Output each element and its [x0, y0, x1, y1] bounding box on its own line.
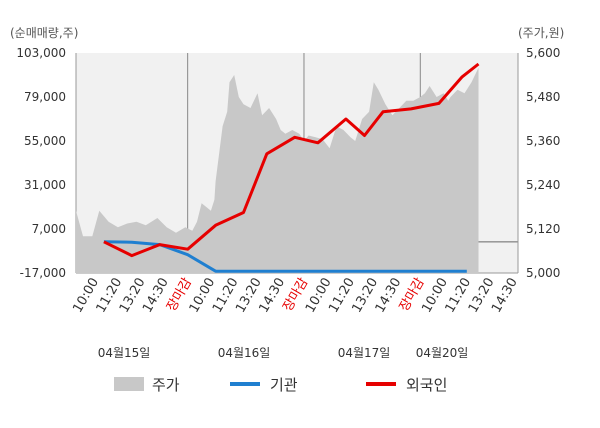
left-tick-label: 55,000: [24, 134, 66, 148]
date-label: 04월20일: [416, 346, 469, 360]
right-tick-label: 5,600: [526, 46, 560, 60]
legend-swatch-foreign: [366, 382, 396, 386]
right-axis-unit: (주가,원): [518, 26, 564, 40]
left-tick-label: -17,000: [20, 266, 66, 280]
legend-swatch-institution: [230, 382, 260, 386]
legend-swatch-price: [114, 377, 144, 391]
right-tick-label: 5,120: [526, 222, 560, 236]
right-tick-label: 5,480: [526, 90, 560, 104]
series-line-institution: [103, 240, 467, 273]
left-tick-label: 7,000: [32, 222, 66, 236]
date-label: 04월16일: [218, 346, 271, 360]
x-axis: 10:0011:2013:2014:30장마감10:0011:2013:2014…: [70, 275, 520, 315]
date-label: 04월15일: [98, 346, 151, 360]
right-tick-label: 5,360: [526, 134, 560, 148]
net-trade-lines: [103, 62, 480, 273]
left-tick-label: 79,000: [24, 90, 66, 104]
legend-label-foreign: 외국인: [406, 376, 447, 394]
left-axis: 103,000 79,000 55,000 31,000 7,000 -17,000: [16, 46, 66, 280]
right-axis: 5,600 5,480 5,360 5,240 5,120 5,000: [526, 46, 560, 280]
legend: 주가 기관 외국인: [114, 376, 447, 394]
series-line-foreign: [103, 62, 480, 258]
date-label: 04월17일: [338, 346, 391, 360]
right-tick-label: 5,240: [526, 178, 560, 192]
left-axis-unit: (순매매량,주): [10, 26, 78, 40]
right-tick-label: 5,000: [526, 266, 560, 280]
legend-label-price: 주가: [152, 376, 180, 394]
date-labels: 04월15일 04월16일 04월17일 04월20일: [98, 346, 469, 360]
left-tick-label: 103,000: [16, 46, 66, 60]
left-tick-label: 31,000: [24, 178, 66, 192]
legend-label-institution: 기관: [270, 376, 298, 394]
